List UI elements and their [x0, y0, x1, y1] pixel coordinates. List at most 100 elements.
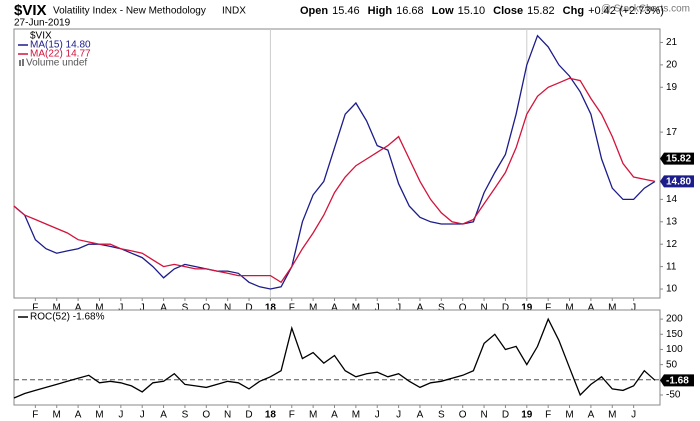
x-tick-label: A [75, 410, 82, 421]
quote-value: 16.68 [396, 5, 424, 17]
x-tick-label: 19 [521, 410, 533, 421]
x-tick-label: M [309, 410, 317, 421]
x-tick-label: M [95, 303, 103, 314]
quote-label: High [368, 5, 393, 17]
end-label-box [660, 152, 694, 165]
x-tick-label: M [53, 303, 61, 314]
quote-label: Close [493, 5, 523, 17]
y-tick-label: 10 [666, 284, 678, 295]
y-tick-label: 50 [666, 359, 678, 370]
x-tick-label: F [545, 303, 551, 314]
legend-entry: $VIX [30, 31, 52, 42]
y-tick-label: 13 [666, 216, 678, 227]
x-tick-label: J [375, 303, 380, 314]
y-tick-label: 19 [666, 82, 678, 93]
legend-entry: ROC(52) -1.68% [30, 312, 105, 323]
x-tick-label: S [182, 410, 189, 421]
x-tick-label: F [32, 303, 38, 314]
x-tick-label: A [160, 410, 167, 421]
y-tick-label: -50 [666, 390, 681, 401]
x-tick-label: J [140, 410, 145, 421]
x-tick-label: F [545, 410, 551, 421]
x-tick-label: M [309, 303, 317, 314]
x-tick-label: F [289, 410, 295, 421]
quote-value: 15.10 [458, 5, 486, 17]
x-tick-label: D [245, 303, 252, 314]
symbol: $VIX [14, 2, 47, 19]
x-tick-label: M [53, 410, 61, 421]
series-line [13, 317, 656, 399]
x-tick-label: M [95, 410, 103, 421]
x-tick-label: J [375, 410, 380, 421]
x-tick-label: J [631, 410, 636, 421]
y-tick-label: 14 [666, 194, 678, 205]
legend-swatch [22, 59, 24, 66]
y-tick-label: 20 [666, 60, 678, 71]
x-tick-label: A [160, 303, 167, 314]
security-name: Volatility Index - New Methodology [53, 6, 206, 17]
x-tick-label: M [352, 410, 360, 421]
x-tick-label: 18 [265, 303, 277, 314]
quote-label: Chg [563, 5, 584, 17]
x-tick-label: O [459, 303, 467, 314]
x-tick-label: M [608, 303, 616, 314]
brand: @ StockCharts.com [601, 4, 690, 15]
y-tick-label: 11 [666, 261, 677, 272]
x-tick-label: O [202, 410, 210, 421]
quote-label: Open [300, 5, 328, 17]
y-tick-label: 200 [666, 314, 683, 325]
y-tick-label: 150 [666, 329, 683, 340]
x-tick-label: N [224, 410, 231, 421]
x-tick-label: D [502, 303, 509, 314]
x-tick-label: 19 [521, 303, 533, 314]
x-tick-label: A [588, 410, 595, 421]
x-tick-label: M [565, 303, 573, 314]
quote-value: 15.82 [527, 5, 555, 17]
x-tick-label: S [438, 410, 445, 421]
panel-frame [13, 28, 661, 299]
end-label-box [660, 175, 694, 188]
quote-label: Low [432, 5, 454, 17]
quote-value: 15.46 [332, 5, 360, 17]
x-tick-label: N [480, 410, 487, 421]
x-tick-label: J [396, 410, 401, 421]
end-label: -1.68 [666, 375, 689, 386]
x-tick-label: A [75, 303, 82, 314]
x-tick-label: J [396, 303, 401, 314]
x-tick-label: N [224, 303, 231, 314]
x-tick-label: 18 [265, 410, 277, 421]
y-tick-label: 21 [666, 37, 678, 48]
x-tick-label: D [245, 410, 252, 421]
legend-entry: MA(22) 14.77 [30, 49, 91, 60]
date: 27-Jun-2019 [14, 18, 71, 29]
end-label: 14.80 [666, 177, 691, 188]
end-label: 15.82 [666, 154, 691, 165]
x-tick-label: A [417, 410, 424, 421]
y-tick-label: 100 [666, 344, 683, 355]
legend-entry: MA(15) 14.80 [30, 40, 91, 51]
x-tick-label: D [502, 410, 509, 421]
x-tick-label: A [331, 303, 338, 314]
x-tick-label: A [331, 410, 338, 421]
legend-entry: Volume undef [26, 58, 87, 69]
x-tick-label: F [289, 303, 295, 314]
x-tick-label: J [118, 303, 123, 314]
x-tick-label: M [352, 303, 360, 314]
quote-value: +0.42 (+2.73%) [588, 5, 664, 17]
x-tick-label: A [588, 303, 595, 314]
panel-frame [13, 309, 661, 406]
end-label-box [660, 374, 694, 387]
x-tick-label: M [565, 410, 573, 421]
x-tick-label: F [32, 410, 38, 421]
y-tick-label: 17 [666, 127, 678, 138]
x-tick-label: M [608, 410, 616, 421]
series-line [13, 34, 656, 290]
series-line [13, 77, 656, 284]
x-tick-label: S [182, 303, 189, 314]
legend-swatch [19, 60, 21, 66]
x-tick-label: O [202, 303, 210, 314]
x-tick-label: J [140, 303, 145, 314]
y-tick-label: 12 [666, 239, 678, 250]
x-tick-label: N [480, 303, 487, 314]
